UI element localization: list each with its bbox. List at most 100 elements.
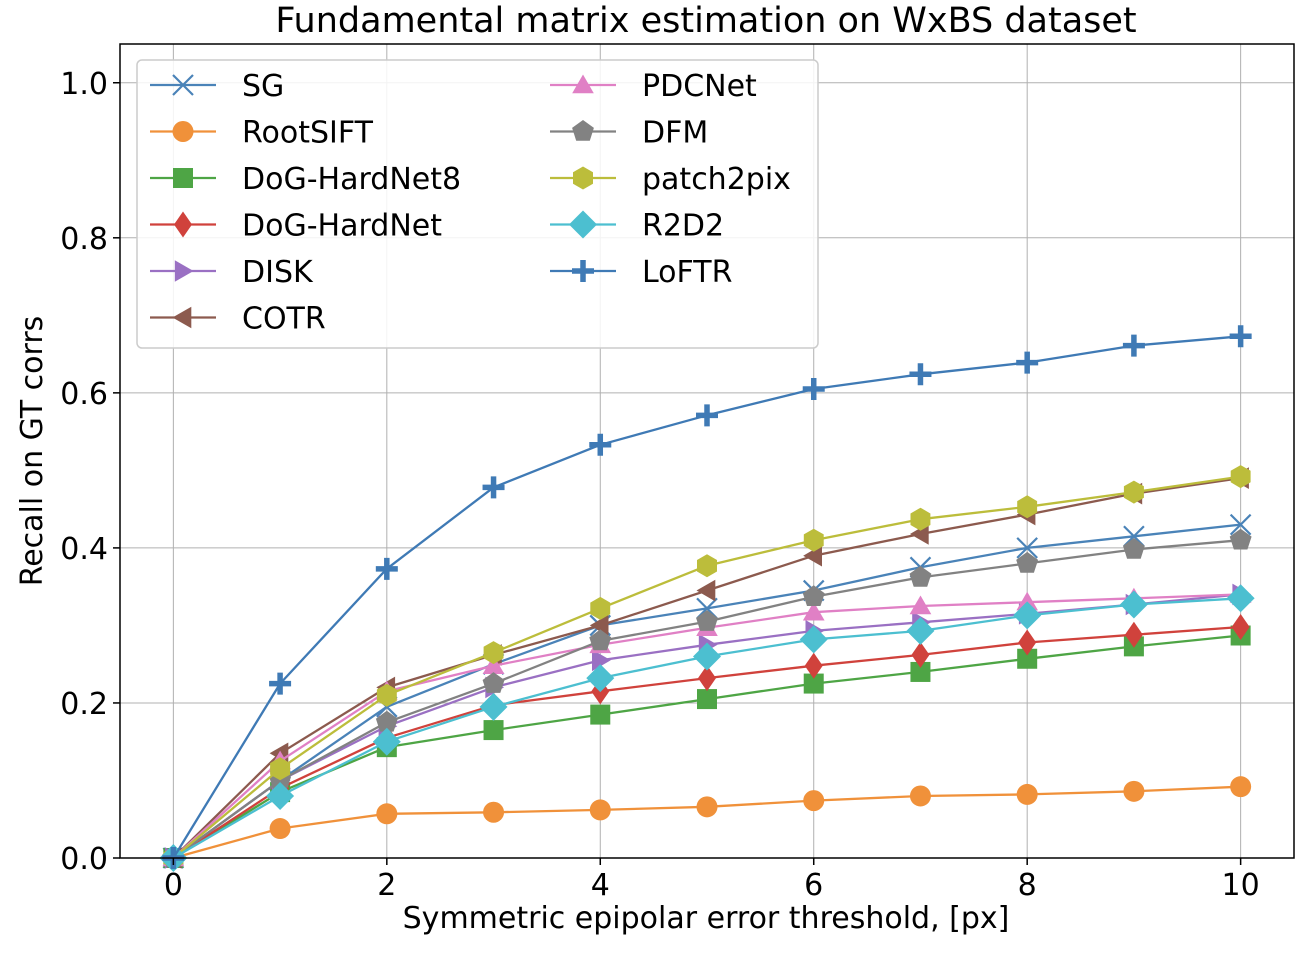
data-point [589, 629, 612, 651]
data-point [269, 672, 292, 695]
data-point [696, 796, 718, 818]
y-tick-label: 0.0 [60, 842, 108, 877]
legend-entry: DoG-HardNet8 [150, 162, 461, 197]
legend-marker [572, 120, 594, 141]
data-point [1229, 528, 1252, 550]
legend-marker [172, 74, 194, 96]
legend-marker [173, 168, 193, 188]
data-point [803, 544, 822, 567]
ticks: 0 2 4 6 8 10 0.0 0.2 0.4 0.6 0.8 1.0 [60, 67, 1259, 903]
legend-label: LoFTR [642, 255, 732, 290]
legend-marker [572, 74, 594, 94]
data-point [376, 803, 398, 825]
data-point [696, 579, 716, 602]
x-tick-label: 10 [1222, 868, 1260, 903]
data-point [1017, 495, 1038, 519]
data-point [802, 585, 825, 606]
data-point [1123, 480, 1144, 504]
data-point [479, 692, 508, 721]
data-point [482, 655, 505, 674]
legend-label: R2D2 [642, 209, 724, 244]
data-point [266, 781, 295, 810]
legend-entry: RootSIFT [150, 116, 374, 151]
legend-entry: COTR [150, 302, 326, 337]
legend-frame [136, 59, 819, 349]
data-point [483, 641, 504, 665]
legend-label: PDCNet [642, 69, 757, 104]
legend-marker [172, 306, 192, 329]
data-point [270, 757, 291, 781]
data-point [482, 476, 505, 499]
legend-entry: SG [150, 69, 284, 104]
legend-label: DFM [642, 116, 708, 151]
data-point [909, 785, 931, 807]
data-point [586, 664, 615, 693]
data-point [375, 710, 398, 732]
x-tick-label: 2 [377, 868, 396, 903]
data-point [803, 673, 824, 694]
data-point [592, 649, 611, 672]
data-point [802, 377, 825, 400]
data-point [483, 720, 504, 741]
data-point [803, 528, 824, 552]
data-point [483, 801, 505, 823]
legend-entry: DISK [150, 255, 314, 290]
legend-label: patch2pix [642, 162, 791, 197]
legend-entry: patch2pix [550, 162, 791, 197]
x-tick-label: 0 [164, 868, 183, 903]
legend-label: DoG-HardNet8 [242, 162, 461, 197]
data-point [1016, 783, 1038, 805]
data-point [1124, 621, 1143, 648]
data-point [589, 614, 609, 637]
data-point [693, 642, 721, 671]
legend-marker [172, 121, 194, 142]
legend-marker [573, 166, 593, 190]
data-point [697, 554, 717, 578]
data-point [1123, 780, 1145, 802]
data-point [482, 672, 505, 693]
data-point [909, 565, 932, 587]
data-point [1230, 465, 1251, 489]
data-point [590, 596, 611, 620]
data-point [696, 404, 718, 427]
series-loftr [162, 325, 1252, 869]
data-point [1016, 351, 1039, 374]
legend-label: SG [242, 69, 284, 104]
data-point [799, 625, 828, 654]
data-point [804, 652, 823, 679]
x-tick-label: 6 [804, 868, 823, 903]
x-tick-label: 8 [1018, 868, 1037, 903]
legend-entry: DFM [550, 116, 708, 151]
data-point [911, 641, 930, 668]
data-point [1122, 334, 1145, 357]
data-point [906, 616, 935, 645]
legend-label: RootSIFT [242, 116, 374, 151]
data-point [376, 683, 397, 707]
series-rootsift [162, 776, 1252, 869]
data-point [1018, 629, 1037, 656]
data-point [910, 507, 931, 531]
data-point [1016, 537, 1038, 559]
data-point [1226, 584, 1255, 613]
data-point [909, 363, 932, 386]
data-point [696, 610, 718, 631]
legend-label: DoG-HardNet [242, 209, 442, 244]
legend-entry: R2D2 [550, 209, 724, 244]
y-tick-label: 0.4 [60, 532, 108, 567]
series-line [172, 597, 1241, 859]
data-point [1229, 325, 1252, 348]
plot-frame [119, 43, 1295, 859]
y-tick-label: 1.0 [60, 67, 108, 102]
data-point [909, 595, 932, 615]
data-point [910, 661, 931, 682]
legend-marker [174, 211, 192, 238]
series-cotr [162, 467, 1249, 869]
legend-entry: PDCNet [550, 69, 757, 104]
data-point [1230, 776, 1252, 798]
x-axis-label: Symmetric epipolar error threshold, [px] [403, 901, 1010, 936]
series-layer [159, 325, 1255, 872]
data-point [1231, 613, 1250, 640]
y-tick-label: 0.6 [60, 377, 108, 412]
data-point [269, 818, 291, 840]
